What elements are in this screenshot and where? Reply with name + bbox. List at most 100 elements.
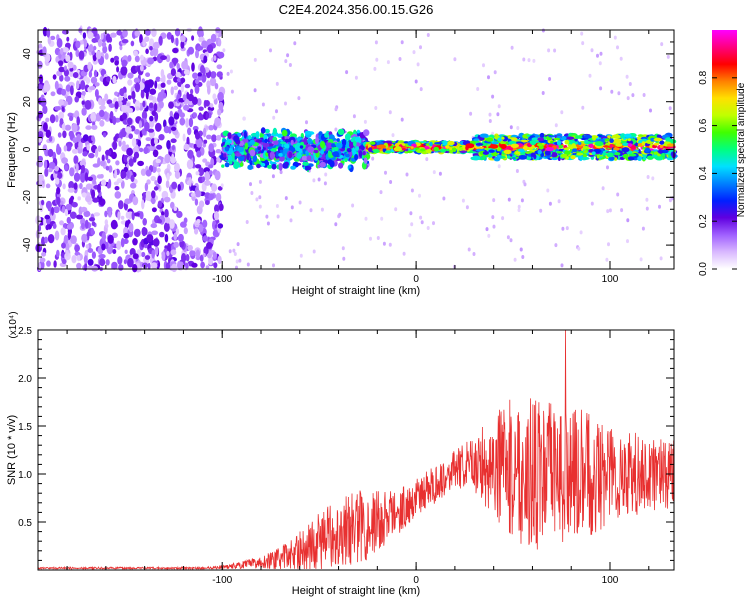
noise-cell	[279, 170, 283, 175]
noise-cell	[45, 224, 49, 231]
signal-cell	[282, 162, 289, 169]
noise-cell	[61, 205, 66, 214]
noise-cell	[56, 196, 61, 205]
noise-cell	[255, 197, 259, 202]
noise-cell	[312, 178, 316, 183]
noise-cell	[409, 211, 413, 216]
noise-cell	[61, 106, 65, 112]
noise-cell	[364, 216, 368, 221]
signal-cell	[355, 146, 360, 151]
noise-cell	[56, 187, 61, 195]
noise-cell	[113, 55, 120, 62]
noise-cell	[61, 242, 66, 249]
noise-cell	[45, 200, 52, 210]
noise-cell	[199, 254, 204, 262]
signal-cell	[582, 153, 587, 158]
signal-cell	[652, 144, 658, 149]
signal-cell	[249, 139, 255, 145]
signal-cell	[644, 147, 651, 153]
signal-cell	[504, 141, 509, 145]
noise-cell	[402, 251, 406, 256]
signal-cell	[234, 152, 242, 157]
signal-cell	[320, 148, 324, 155]
noise-cell	[606, 165, 609, 170]
noise-cell	[156, 167, 161, 173]
noise-cell	[164, 233, 169, 243]
signal-cell	[264, 128, 270, 134]
noise-cell	[193, 143, 197, 149]
noise-cell	[100, 33, 104, 40]
noise-cell	[188, 177, 192, 187]
noise-cell	[183, 104, 190, 111]
signal-cell	[650, 137, 655, 142]
snr-panel: -100 0 100 0.5 1.0 1.5 2.0 2.5 Height of straig…	[6, 311, 675, 597]
noise-cell	[320, 207, 324, 212]
signal-cell	[519, 139, 529, 143]
signal-cell	[304, 130, 312, 135]
noise-cell	[58, 99, 65, 106]
spectrogram-panel: -100 0 100 -40 -20 0 20 40 Height of straight l…	[6, 25, 678, 297]
signal-cell	[493, 156, 501, 162]
noise-cell	[186, 159, 194, 170]
signal-cell	[301, 155, 308, 161]
noise-cell	[147, 128, 155, 133]
noise-cell	[145, 137, 152, 142]
noise-cell	[217, 108, 222, 116]
noise-cell	[185, 254, 190, 262]
noise-cell	[607, 242, 610, 247]
noise-cell	[105, 165, 110, 171]
noise-cell	[81, 164, 85, 174]
noise-cell	[170, 86, 174, 96]
noise-cell	[298, 200, 302, 205]
noise-cell	[176, 62, 180, 70]
signal-cell	[319, 161, 326, 168]
noise-cell	[299, 253, 303, 258]
signal-cell	[566, 136, 575, 140]
noise-cell	[60, 227, 66, 236]
noise-cell	[139, 34, 143, 44]
noise-cell	[206, 44, 214, 54]
y-tick-label: -20	[22, 190, 33, 205]
noise-cell	[626, 96, 630, 101]
noise-cell	[63, 234, 69, 244]
noise-cell	[98, 253, 106, 259]
signal-cell	[395, 143, 400, 148]
noise-cell	[72, 72, 79, 79]
noise-cell	[101, 243, 106, 251]
noise-cell	[261, 102, 265, 107]
signal-cell	[473, 138, 480, 141]
noise-cell	[384, 170, 387, 175]
noise-cell	[101, 154, 105, 163]
noise-cell	[149, 38, 155, 48]
noise-cell	[144, 255, 151, 260]
noise-cell	[100, 179, 107, 187]
y-tick-label: 0	[22, 146, 33, 152]
noise-cell	[666, 54, 670, 59]
noise-cell	[124, 198, 131, 205]
noise-cell	[218, 101, 224, 111]
noise-cell	[176, 210, 183, 219]
noise-cell	[116, 240, 122, 250]
noise-cell	[37, 84, 44, 91]
noise-cell	[82, 134, 89, 142]
noise-cell	[426, 33, 430, 37]
noise-cell	[605, 257, 609, 262]
signal-cell	[510, 143, 519, 148]
noise-cell	[151, 207, 157, 213]
noise-cell	[187, 149, 194, 159]
noise-cell	[42, 105, 48, 114]
noise-cell	[164, 208, 169, 219]
noise-cell	[56, 249, 60, 258]
noise-cell	[180, 40, 185, 49]
noise-cell	[548, 77, 552, 81]
signal-cell	[231, 152, 235, 159]
noise-cell	[394, 207, 398, 212]
noise-cell	[155, 158, 161, 164]
noise-cell	[557, 199, 561, 204]
noise-cell	[408, 233, 412, 238]
noise-cell	[141, 226, 147, 237]
noise-cell	[97, 38, 102, 48]
noise-cell	[134, 82, 141, 93]
noise-cell	[156, 144, 163, 150]
noise-cell	[114, 186, 120, 191]
